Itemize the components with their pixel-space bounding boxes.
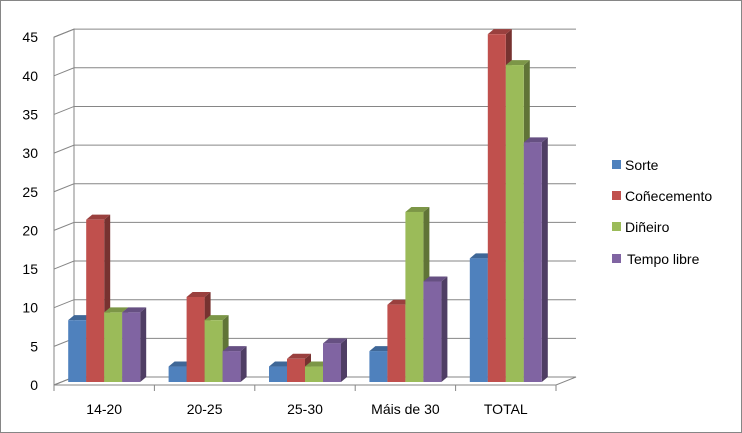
- bar-top: [287, 353, 311, 359]
- legend-swatch: [612, 254, 621, 263]
- x-tick-label: Máis de 30: [371, 401, 440, 417]
- bar-front: [387, 304, 406, 382]
- bar-side: [441, 276, 448, 382]
- legend-label: Diñeiro: [625, 219, 670, 235]
- y-tick-label: 25: [22, 184, 38, 200]
- y-tick-label: 45: [22, 29, 38, 45]
- bar-front: [305, 366, 323, 382]
- bar-front: [104, 312, 123, 382]
- bar-front: [523, 142, 542, 382]
- bar-top: [86, 214, 111, 220]
- gridline: [53, 28, 576, 38]
- bar-front: [369, 351, 388, 382]
- bar-side: [341, 338, 347, 382]
- bar-top: [122, 307, 147, 313]
- gridline: [53, 67, 576, 77]
- legend: Sorte Coñecemento Diñeiro Tempo libre: [612, 157, 712, 267]
- gridline: [53, 144, 576, 154]
- bar-side: [541, 137, 548, 382]
- bar-front: [269, 366, 287, 382]
- y-axis-ticks: 0 5 10 15 20 25 30 35 40 45: [22, 29, 38, 393]
- y-tick-label: 30: [22, 145, 38, 161]
- bar-front: [505, 65, 524, 382]
- bar: [222, 346, 247, 382]
- bar-top: [423, 276, 448, 282]
- bars: [68, 29, 548, 383]
- legend-swatch: [612, 160, 621, 169]
- x-tick-label: 14-20: [86, 401, 122, 417]
- bar-front: [186, 296, 205, 382]
- y-tick-label: 0: [30, 377, 38, 393]
- bar-front: [122, 312, 141, 382]
- bar-front: [469, 258, 488, 382]
- legend-swatch: [612, 222, 621, 231]
- bar: [122, 307, 147, 382]
- bar: [423, 276, 448, 382]
- bar-front: [86, 219, 105, 382]
- legend-label: Sorte: [625, 157, 659, 173]
- y-tick-label: 5: [30, 338, 38, 354]
- bar-top: [405, 206, 430, 212]
- y-tick-label: 20: [22, 222, 38, 238]
- bar-top: [505, 60, 530, 66]
- y-tick-label: 15: [22, 261, 38, 277]
- x-axis-ticks: 14-20 20-25 25-30 Máis de 30 TOTAL: [53, 384, 557, 417]
- bar-top: [487, 29, 512, 35]
- back-wall: [74, 29, 576, 378]
- gridline: [53, 105, 576, 115]
- bar-top: [323, 338, 347, 344]
- bar: [323, 338, 347, 382]
- bar-top: [222, 346, 247, 352]
- legend-label: Coñecemento: [625, 188, 712, 204]
- bar-front: [423, 281, 442, 382]
- bar-front: [222, 351, 241, 382]
- bar-side: [140, 307, 147, 382]
- bar-side: [240, 346, 247, 382]
- legend-label: Tempo libre: [627, 251, 700, 267]
- y-tick-label: 35: [22, 106, 38, 122]
- bar-top: [186, 291, 211, 297]
- y-tick-label: 10: [22, 300, 38, 316]
- x-tick-label: 20-25: [187, 401, 223, 417]
- legend-swatch: [612, 191, 621, 200]
- bar-front: [168, 366, 187, 382]
- bar-front: [287, 358, 305, 382]
- bar-front: [204, 320, 223, 382]
- x-tick-label: TOTAL: [484, 401, 528, 417]
- bar-front: [405, 211, 424, 382]
- gridline: [53, 183, 576, 193]
- x-tick-label: 25-30: [287, 401, 323, 417]
- bar: [523, 137, 548, 382]
- y-tick-label: 40: [22, 68, 38, 84]
- bar-front: [323, 343, 341, 382]
- bar-top: [104, 307, 129, 313]
- bar-front: [68, 320, 87, 382]
- bar-top: [523, 137, 548, 143]
- bar-top: [204, 315, 229, 321]
- bar-front: [487, 34, 506, 383]
